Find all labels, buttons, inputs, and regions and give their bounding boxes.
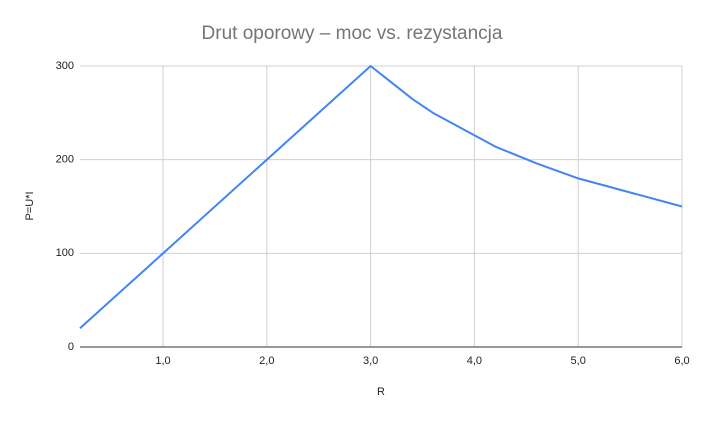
x-tick-label: 4,0	[467, 355, 482, 367]
x-tick-label: 1,0	[155, 355, 170, 367]
chart-title: Drut oporowy – moc vs. rezystancja	[202, 23, 503, 44]
x-tick-label: 2,0	[259, 355, 274, 367]
y-tick-label: 200	[56, 154, 74, 166]
y-axis-label: P=U*I	[24, 191, 36, 220]
x-tick-label: 3,0	[363, 355, 378, 367]
x-tick-label: 6,0	[674, 355, 689, 367]
x-tick-label: 5,0	[571, 355, 586, 367]
y-tick-label: 300	[56, 60, 74, 72]
x-axis-label: R	[377, 386, 385, 398]
y-tick-label: 0	[68, 341, 74, 353]
y-tick-label: 100	[56, 247, 74, 259]
data-line	[79, 65, 683, 330]
